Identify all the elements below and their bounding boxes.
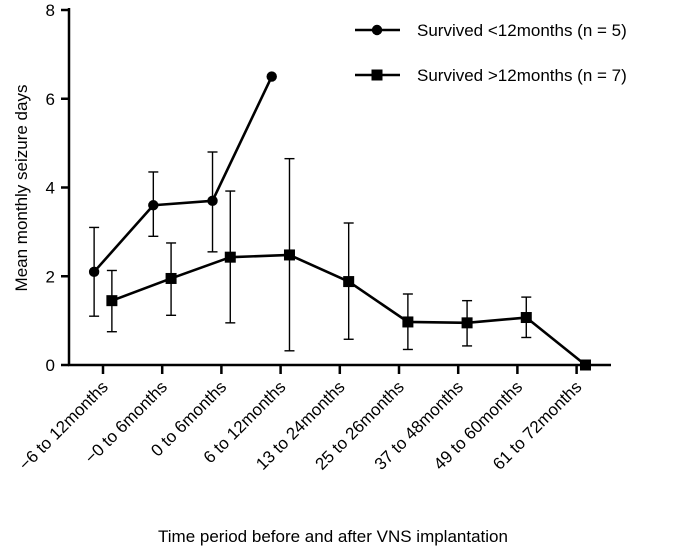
data-point-square: [579, 359, 591, 371]
y-tick-label: 2: [46, 267, 55, 286]
data-point-circle: [148, 200, 159, 211]
y-tick-label: 4: [46, 179, 55, 198]
data-point-square: [106, 295, 118, 307]
legend-label: Survived <12months (n = 5): [417, 21, 627, 40]
data-point-square: [461, 317, 473, 329]
data-point-circle: [88, 266, 100, 278]
series-line: [93, 76, 273, 273]
data-point-square: [343, 276, 355, 288]
legend-marker-square: [371, 69, 383, 81]
data-point-square: [283, 249, 295, 261]
data-point-circle: [266, 71, 277, 82]
y-tick-label: 6: [46, 90, 55, 109]
data-point-square: [165, 272, 177, 284]
data-point-square: [224, 251, 236, 263]
x-axis-title: Time period before and after VNS implant…: [158, 527, 508, 546]
y-axis-title: Mean monthly seizure days: [12, 85, 31, 292]
legend-marker-circle: [371, 24, 383, 36]
y-tick-label: 0: [46, 356, 55, 375]
data-point-square: [402, 316, 414, 328]
y-tick-label: 8: [46, 1, 55, 20]
data-point-circle: [207, 195, 218, 207]
legend-label: Survived >12months (n = 7): [417, 66, 627, 85]
data-point-square: [520, 312, 532, 324]
